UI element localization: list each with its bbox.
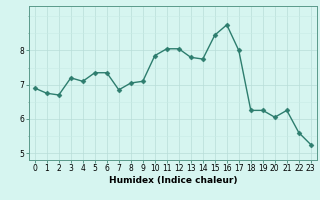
X-axis label: Humidex (Indice chaleur): Humidex (Indice chaleur) [108, 176, 237, 185]
